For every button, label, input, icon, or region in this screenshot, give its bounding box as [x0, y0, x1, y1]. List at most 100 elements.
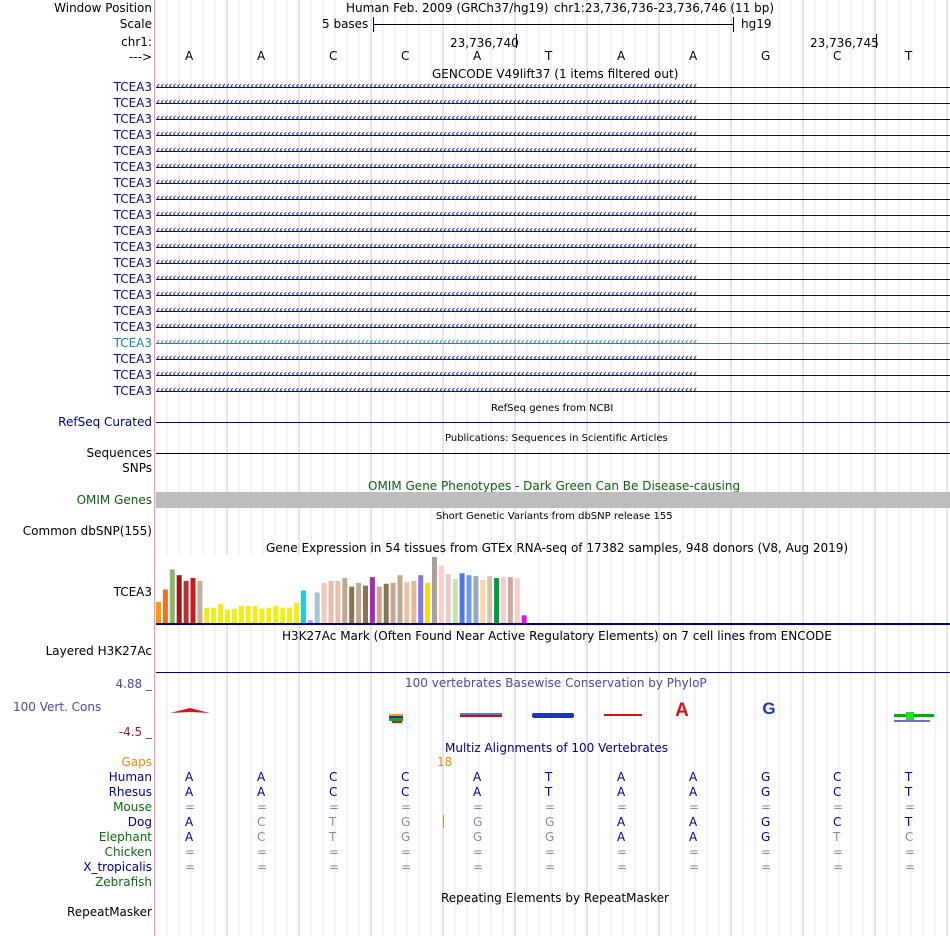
gtex-tissue-bar [280, 607, 286, 623]
refseq-label[interactable]: RefSeq Curated [58, 415, 152, 429]
strand-arrows: ‹‹‹‹‹‹‹‹‹‹‹‹‹‹‹‹‹‹‹‹‹‹‹‹‹‹‹‹‹‹‹‹‹‹‹‹‹‹‹‹… [156, 367, 698, 380]
assembly-title: Human Feb. 2009 (GRCh37/hg19) [346, 1, 549, 15]
phylop-logo-track[interactable]: A G [156, 700, 950, 730]
h3k27-track-line[interactable] [156, 672, 950, 673]
aligned-base: = [689, 800, 700, 814]
gencode-transcript-line[interactable] [156, 295, 950, 296]
refseq-track-line[interactable] [156, 422, 950, 423]
gencode-transcript-line[interactable] [156, 87, 950, 88]
coord-label-2: 23,736,745 [810, 36, 879, 50]
gtex-tissue-bar [321, 582, 327, 623]
gencode-item-label[interactable]: TCEA3 [113, 304, 152, 318]
gtex-bar-chart[interactable] [156, 555, 950, 627]
aligned-base: C [401, 785, 410, 799]
gencode-item-label[interactable]: TCEA3 [113, 256, 152, 270]
gencode-transcript-line[interactable] [156, 215, 950, 216]
publications-track-line[interactable] [156, 453, 950, 454]
aligned-base: G [473, 815, 483, 829]
gencode-transcript-line[interactable] [156, 135, 950, 136]
scale-bar-right-tick [733, 17, 734, 32]
gencode-item-label[interactable]: TCEA3 [113, 240, 152, 254]
species-label[interactable]: X_tropicalis [83, 860, 152, 874]
gencode-item-label[interactable]: TCEA3 [113, 144, 152, 158]
gencode-item-label[interactable]: TCEA3 [113, 288, 152, 302]
gencode-transcript-line[interactable] [156, 311, 950, 312]
gencode-transcript-line[interactable] [156, 151, 950, 152]
strand-arrows: ‹‹‹‹‹‹‹‹‹‹‹‹‹‹‹‹‹‹‹‹‹‹‹‹‹‹‹‹‹‹‹‹‹‹‹‹‹‹‹‹… [156, 207, 698, 220]
aligned-base: A [689, 770, 698, 784]
gencode-transcript-line[interactable] [156, 231, 950, 232]
h3k27-label[interactable]: Layered H3K27Ac [45, 644, 152, 658]
aligned-base: = [401, 860, 412, 874]
gencode-item-label[interactable]: TCEA3 [113, 128, 152, 142]
phylop-label[interactable]: 100 Vert. Cons [13, 700, 102, 714]
scale-bar-left-tick [373, 17, 374, 32]
phylop-title: 100 vertebrates Basewise Conservation by… [405, 676, 707, 690]
repeatmasker-label[interactable]: RepeatMasker [66, 905, 152, 919]
base-letter: A [689, 49, 698, 63]
gtex-tissue-bar [369, 577, 375, 623]
base-letter: T [545, 49, 553, 63]
aligned-base: = [905, 860, 916, 874]
gtex-tissue-bar [211, 607, 217, 623]
species-label[interactable]: Mouse [113, 800, 152, 814]
gencode-item-label[interactable]: TCEA3 [113, 80, 152, 94]
strand-arrows: ‹‹‹‹‹‹‹‹‹‹‹‹‹‹‹‹‹‹‹‹‹‹‹‹‹‹‹‹‹‹‹‹‹‹‹‹‹‹‹‹… [156, 143, 698, 156]
gencode-transcript-line[interactable] [156, 119, 950, 120]
aligned-base: = [401, 800, 412, 814]
species-label[interactable]: Dog [127, 815, 152, 829]
sequences-label[interactable]: Sequences [86, 446, 152, 460]
gtex-tissue-bar [487, 576, 493, 623]
aligned-base: = [617, 860, 628, 874]
omim-label[interactable]: OMIM Genes [76, 493, 152, 507]
phylop-small-a-mark [170, 708, 210, 713]
gencode-item-label[interactable]: TCEA3 [113, 176, 152, 190]
gtex-tissue-bar [252, 605, 258, 623]
gencode-item-label[interactable]: TCEA3 [113, 160, 152, 174]
gtex-tissue-bar [501, 577, 506, 623]
gencode-transcript-line[interactable] [156, 327, 950, 328]
gencode-item-label[interactable]: TCEA3 [113, 272, 152, 286]
snps-label[interactable]: SNPs [122, 461, 152, 475]
strand-arrows: ‹‹‹‹‹‹‹‹‹‹‹‹‹‹‹‹‹‹‹‹‹‹‹‹‹‹‹‹‹‹‹‹‹‹‹‹‹‹‹‹… [156, 111, 698, 124]
gencode-item-label[interactable]: TCEA3 [113, 320, 152, 334]
gtex-label[interactable]: TCEA3 [113, 585, 152, 599]
species-label[interactable]: Rhesus [108, 785, 152, 799]
gencode-item-label[interactable]: TCEA3 [113, 336, 152, 350]
gencode-transcript-line[interactable] [156, 375, 950, 376]
gencode-transcript-line[interactable] [156, 199, 950, 200]
gencode-transcript-line[interactable] [156, 183, 950, 184]
gencode-transcript-line[interactable] [156, 279, 950, 280]
chrom-label: chr1: [121, 35, 152, 49]
gencode-item-label[interactable]: TCEA3 [113, 368, 152, 382]
gencode-item-label[interactable]: TCEA3 [113, 384, 152, 398]
aligned-base: A [257, 785, 266, 799]
species-label[interactable]: Human [108, 770, 152, 784]
gtex-tissue-bar [342, 578, 348, 623]
aligned-base: C [833, 770, 842, 784]
gencode-item-label[interactable]: TCEA3 [113, 352, 152, 366]
gencode-transcript-line[interactable] [156, 391, 950, 392]
gencode-transcript-line[interactable] [156, 359, 950, 360]
gencode-transcript-line[interactable] [156, 103, 950, 104]
base-letter: A [185, 49, 194, 63]
gencode-transcript-line[interactable] [156, 167, 950, 168]
gencode-transcript-line[interactable] [156, 343, 950, 344]
gencode-transcript-line[interactable] [156, 263, 950, 264]
aligned-base: A [689, 785, 698, 799]
aligned-base: = [329, 845, 340, 859]
gencode-item-label[interactable]: TCEA3 [113, 192, 152, 206]
gencode-transcript-line[interactable] [156, 247, 950, 248]
gencode-item-label[interactable]: TCEA3 [113, 96, 152, 110]
omim-track-bar[interactable] [156, 492, 950, 508]
gencode-item-label[interactable]: TCEA3 [113, 208, 152, 222]
species-label[interactable]: Chicken [104, 845, 152, 859]
species-label[interactable]: Elephant [98, 830, 152, 844]
gencode-item-label[interactable]: TCEA3 [113, 224, 152, 238]
gencode-item-label[interactable]: TCEA3 [113, 112, 152, 126]
dbsnp-label[interactable]: Common dbSNP(155) [22, 524, 152, 538]
gtex-tissue-bar [218, 603, 224, 623]
phylop-t-mark [604, 714, 642, 716]
species-label[interactable]: Zebrafish [95, 875, 152, 889]
